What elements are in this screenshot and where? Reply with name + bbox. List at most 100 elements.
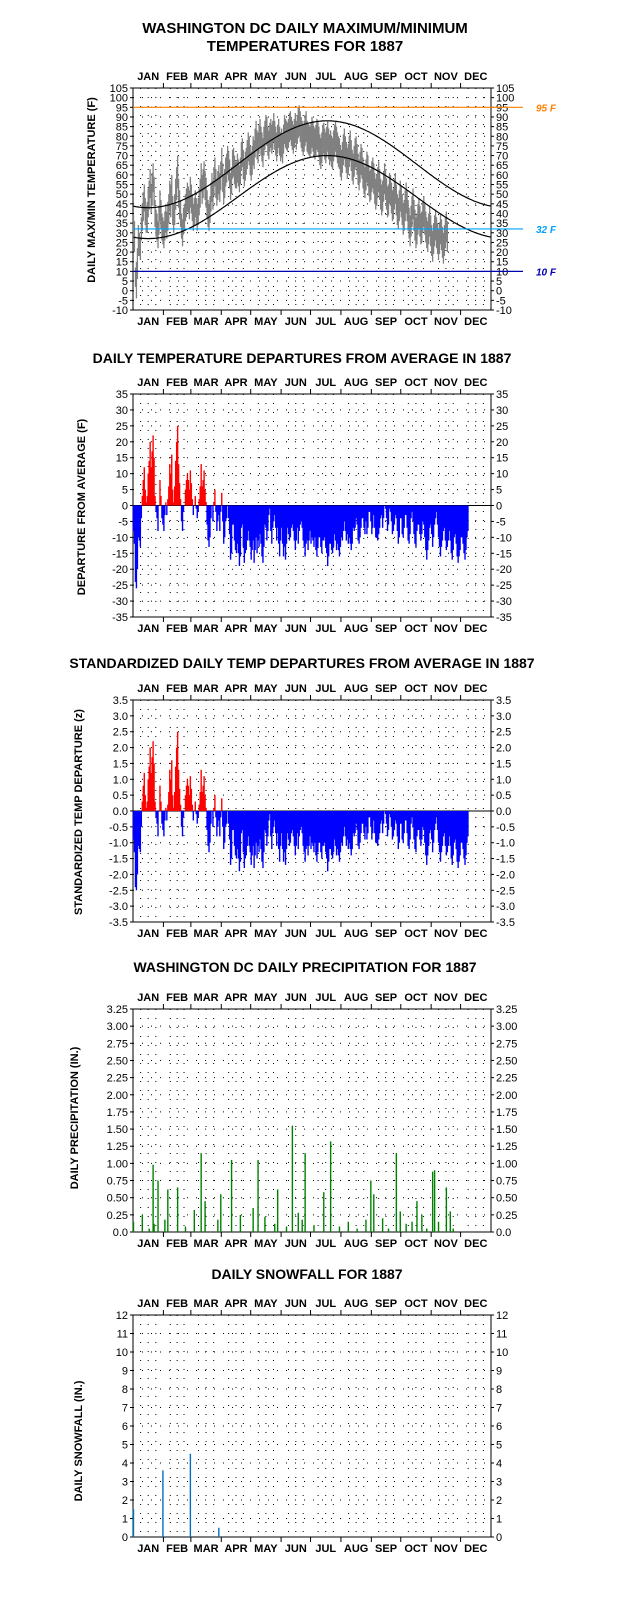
y-tick-label-left: 75 xyxy=(116,141,128,153)
month-label-bottom: JUN xyxy=(285,623,307,635)
y-tick-label-left: -5 xyxy=(118,516,128,528)
month-label-bottom: APR xyxy=(224,1543,247,1555)
y-tick-label-left: 8 xyxy=(122,1384,128,1396)
month-label-bottom: AUG xyxy=(344,1238,368,1250)
y-tick-label-left: 0 xyxy=(122,501,128,513)
month-label-bottom: DEC xyxy=(464,1238,487,1250)
month-label-top: OCT xyxy=(404,377,428,389)
y-tick-label-left: 70 xyxy=(116,151,128,163)
y-tick-label-left: 80 xyxy=(116,131,128,143)
y-tick-label-left: 25 xyxy=(116,421,128,433)
standardized-departures-chart: STANDARDIZED DAILY TEMP DEPARTURES FROM … xyxy=(69,655,534,940)
y-tick-label-left: 9 xyxy=(122,1366,128,1378)
y-tick-label-left: 90 xyxy=(116,112,128,124)
month-label-top: FEB xyxy=(166,71,188,83)
y-tick-label-left: 100 xyxy=(110,93,128,105)
y-tick-label-right: -30 xyxy=(496,596,512,608)
y-tick-label-left: 3.00 xyxy=(107,1021,128,1033)
y-tick-label-right: 1.75 xyxy=(496,1107,517,1119)
y-tick-label-right: 105 xyxy=(496,83,514,95)
y-tick-label-right: -0.5 xyxy=(496,822,515,834)
standardized-chart-ylabel: STANDARDIZED TEMP DEPARTURE (z) xyxy=(73,709,85,915)
y-tick-label-right: 8 xyxy=(496,1384,502,1396)
y-tick-label-right: 3.25 xyxy=(496,1004,517,1016)
y-tick-label-right: 6 xyxy=(496,1421,502,1433)
month-label-bottom: NOV xyxy=(434,316,459,328)
y-tick-label-right: 65 xyxy=(496,160,508,172)
dotted-grid xyxy=(133,88,491,310)
y-tick-label-left: 2.75 xyxy=(107,1038,128,1050)
y-tick-label-left: -0.5 xyxy=(109,822,128,834)
month-label-top: JAN xyxy=(137,1298,159,1310)
y-tick-label-left: -10 xyxy=(112,305,128,317)
y-tick-label-left: -30 xyxy=(112,596,128,608)
month-label-bottom: MAY xyxy=(254,1543,278,1555)
y-tick-label-left: -20 xyxy=(112,564,128,576)
y-tick-label-left: 1.5 xyxy=(113,758,128,770)
y-tick-label-right: 55 xyxy=(496,180,508,192)
month-label-bottom: SEP xyxy=(375,1543,397,1555)
temperature-chart-title-line2: TEMPERATURES FOR 1887 xyxy=(207,38,403,55)
month-label-top: MAY xyxy=(254,1298,278,1310)
y-tick-label-right: -2.0 xyxy=(496,869,515,881)
month-label-top: JUN xyxy=(285,377,307,389)
month-label-bottom: MAY xyxy=(254,623,278,635)
y-tick-label-right: 5 xyxy=(496,1440,502,1452)
plot-frame xyxy=(132,1008,492,1233)
y-tick-label-right: 0.50 xyxy=(496,1193,517,1205)
y-tick-label-left: -2.0 xyxy=(109,869,128,881)
month-label-top: OCT xyxy=(404,992,428,1004)
y-tick-label-right: 10 xyxy=(496,469,508,481)
y-tick-label-left: 5 xyxy=(122,1440,128,1452)
y-tick-label-right: 2 xyxy=(496,1495,502,1507)
y-tick-label-left: -3.0 xyxy=(109,901,128,913)
y-tick-label-right: 7 xyxy=(496,1403,502,1415)
y-tick-label-right: -1.5 xyxy=(496,854,515,866)
month-label-bottom: NOV xyxy=(434,1543,459,1555)
month-label-bottom: APR xyxy=(224,1238,247,1250)
y-tick-label-left: 15 xyxy=(116,257,128,269)
y-tick-label-right: 90 xyxy=(496,112,508,124)
plot-frame xyxy=(132,87,492,311)
month-label-bottom: MAY xyxy=(254,1238,278,1250)
month-label-bottom: OCT xyxy=(404,1238,428,1250)
y-tick-label-left: 0.75 xyxy=(107,1176,128,1188)
month-label-top: JUL xyxy=(315,71,336,83)
month-label-top: FEB xyxy=(166,683,188,695)
month-label-top: AUG xyxy=(344,377,368,389)
y-tick-label-right: 25 xyxy=(496,421,508,433)
y-tick-label-left: 0.5 xyxy=(113,790,128,802)
y-tick-label-right: 1.00 xyxy=(496,1158,517,1170)
y-tick-label-right: 35 xyxy=(496,389,508,401)
y-tick-label-right: 15 xyxy=(496,257,508,269)
snowfall-chart: DAILY SNOWFALL FOR 1887 DAILY SNOWFALL (… xyxy=(73,1266,508,1555)
month-label-top: DEC xyxy=(464,71,487,83)
month-label-top: MAY xyxy=(254,377,278,389)
month-label-bottom: JAN xyxy=(137,1238,159,1250)
month-label-top: JAN xyxy=(137,683,159,695)
month-label-top: APR xyxy=(224,683,247,695)
y-tick-label-left: 0.0 xyxy=(113,806,128,818)
month-label-bottom: JUL xyxy=(315,316,336,328)
month-label-top: AUG xyxy=(344,71,368,83)
month-label-bottom: DEC xyxy=(464,316,487,328)
month-label-top: OCT xyxy=(404,1298,428,1310)
month-label-top: SEP xyxy=(375,992,397,1004)
month-label-bottom: MAR xyxy=(194,1543,219,1555)
month-label-top: SEP xyxy=(375,377,397,389)
month-label-bottom: JAN xyxy=(137,316,159,328)
y-tick-label-right: -3.0 xyxy=(496,901,515,913)
precipitation-chart: WASHINGTON DC DAILY PRECIPITATION FOR 18… xyxy=(69,959,517,1250)
y-tick-label-right: 3 xyxy=(496,1477,502,1489)
month-label-top: SEP xyxy=(375,71,397,83)
y-tick-label-right: 40 xyxy=(496,208,508,220)
y-tick-label-right: -5 xyxy=(496,295,506,307)
y-tick-label-right: 15 xyxy=(496,453,508,465)
y-tick-label-right: 45 xyxy=(496,199,508,211)
month-label-bottom: DEC xyxy=(464,928,487,940)
y-tick-label-left: 20 xyxy=(116,247,128,259)
y-tick-label-right: -2.5 xyxy=(496,885,515,897)
month-label-bottom: NOV xyxy=(434,1238,459,1250)
y-tick-label-right: 3.0 xyxy=(496,711,511,723)
